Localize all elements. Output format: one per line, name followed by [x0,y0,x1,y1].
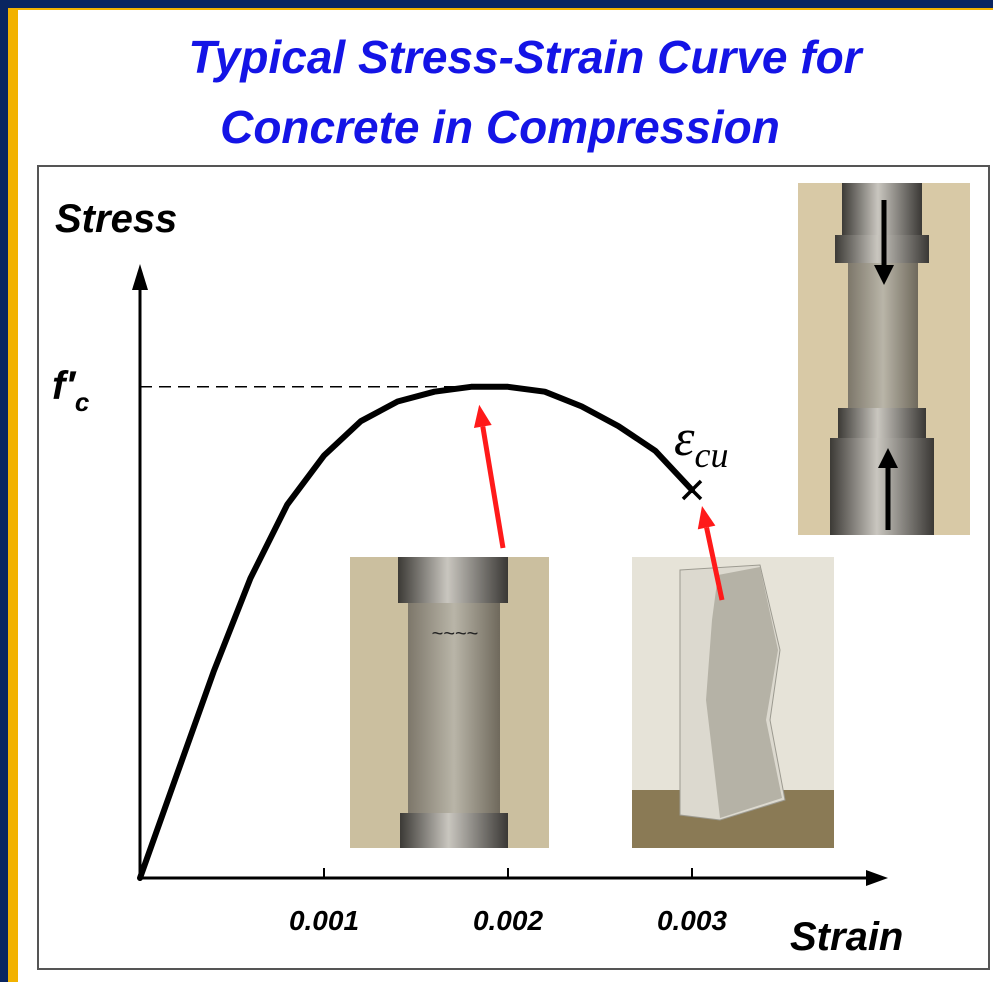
pointer-arrow-head [473,404,492,428]
photo-top-right [798,183,970,535]
y-axis-label: Stress [55,197,177,241]
annotation: εcu [674,410,728,475]
ultimate-marker [681,479,703,501]
x-axis-label: Strain [790,915,903,959]
pointer-arrow-head [697,505,716,530]
y-tick-label: f′c [52,364,90,417]
x-tick-label: 0.001 [289,905,359,936]
x-tick-label: 0.003 [657,905,727,936]
title-line: Typical Stress-Strain Curve for [188,31,863,83]
title-line: Concrete in Compression [220,101,780,153]
pointer-arrow [704,526,725,601]
y-axis-arrow [132,264,148,290]
svg-text:~~~~: ~~~~ [432,623,479,645]
photo-failure [632,557,834,848]
pointer-arrow [480,426,506,549]
x-tick-label: 0.002 [473,905,543,936]
x-axis-arrow [866,870,888,886]
photo-peak: ~~~~ [350,557,549,848]
curve [137,383,695,881]
